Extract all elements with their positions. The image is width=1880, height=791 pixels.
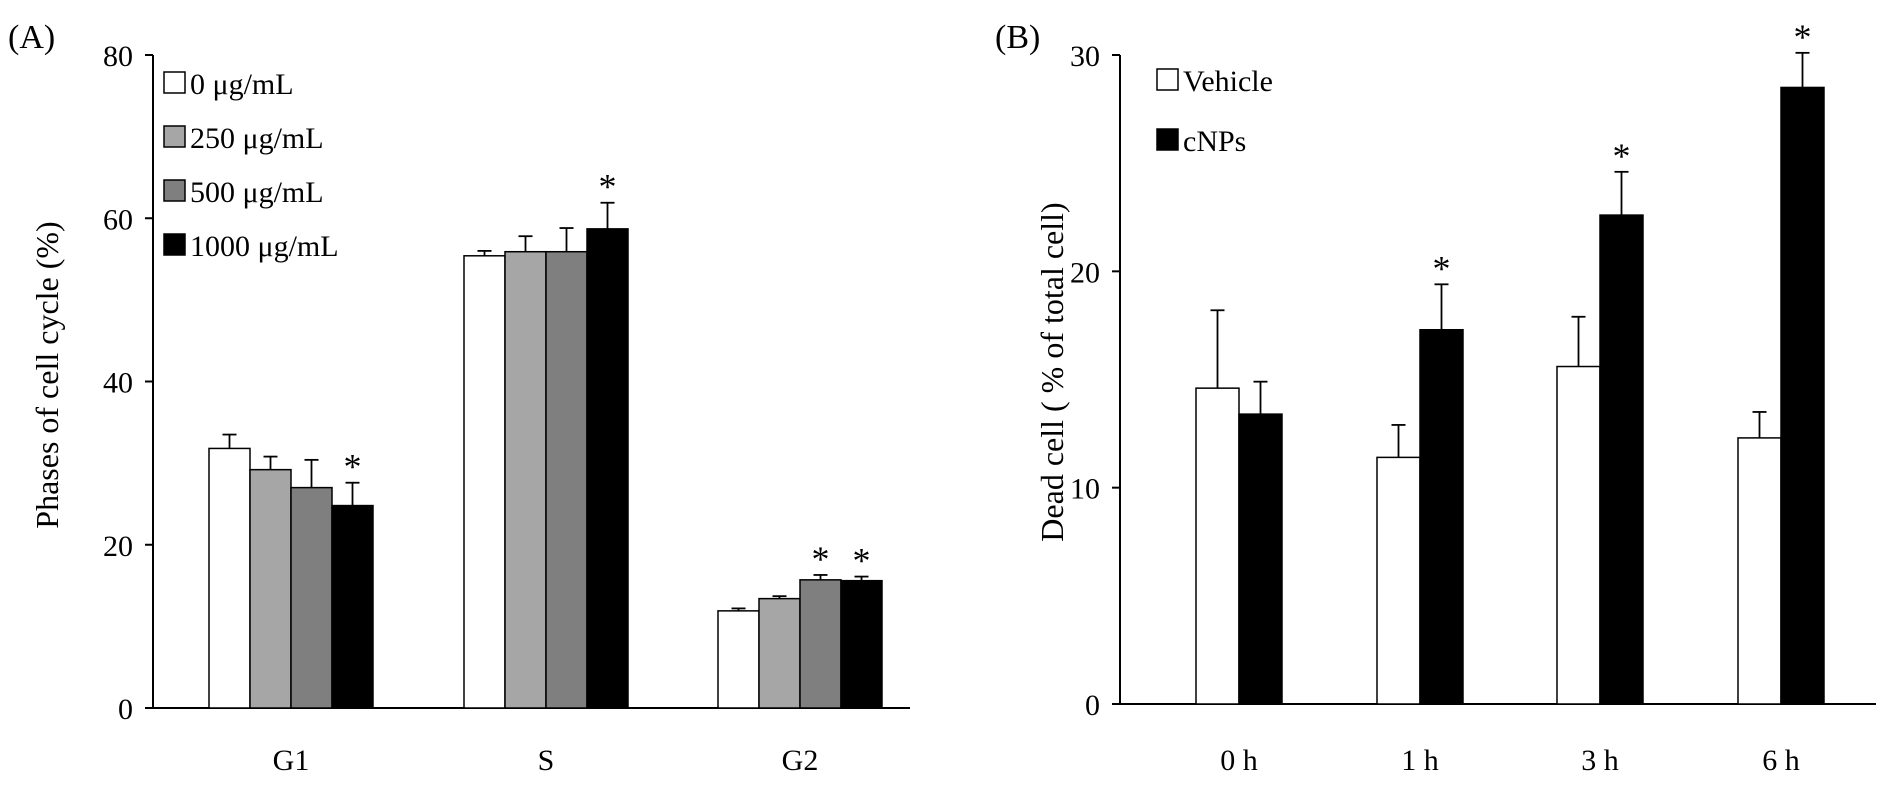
bar (1780, 86, 1825, 705)
legend-item: 0 μg/mL (163, 68, 294, 101)
panel-b-chart: (B) Dead cell ( % of total cell) 0 10 20 30… (995, 17, 1876, 777)
y-tick-label: 40 (103, 367, 133, 400)
legend-item: 250 μg/mL (163, 122, 324, 155)
bar (1238, 413, 1283, 705)
legend-item: cNPs (1156, 125, 1246, 158)
legend-swatch (1156, 68, 1179, 91)
significance-marker: * (1794, 17, 1812, 57)
bar (799, 579, 842, 709)
y-tick-label: 20 (1070, 256, 1100, 289)
bar (717, 610, 760, 709)
legend-item: 1000 μg/mL (163, 230, 339, 263)
legend-label: cNPs (1183, 125, 1246, 158)
bar (1556, 365, 1601, 705)
legend-swatch (163, 179, 186, 202)
bar (545, 250, 588, 709)
y-tick-label: 30 (1070, 40, 1100, 73)
significance-marker: * (1433, 248, 1451, 288)
legend-swatch (1156, 128, 1179, 151)
legend-swatch (163, 233, 186, 256)
legend-label: 1000 μg/mL (190, 230, 339, 263)
x-tick-label: G2 (782, 744, 819, 777)
y-tick-label: 60 (103, 203, 133, 236)
bar (208, 447, 251, 709)
legend-swatch (163, 71, 186, 94)
significance-marker: * (1613, 136, 1631, 176)
y-tick-label: 0 (1085, 689, 1100, 722)
panel-a-y-axis-title: Phases of cell cycle (%) (29, 221, 65, 528)
bar (586, 228, 629, 709)
significance-marker: * (344, 447, 362, 487)
y-tick-label: 10 (1070, 473, 1100, 506)
bar (331, 504, 374, 709)
significance-marker: * (599, 167, 617, 207)
legend-label: 250 μg/mL (190, 122, 324, 155)
panel-b-y-axis-title: Dead cell ( % of total cell) (1034, 202, 1070, 541)
bar (1376, 456, 1421, 705)
legend: Vehicle cNPs (1156, 65, 1273, 158)
x-tick-label: S (538, 744, 555, 777)
y-tick-label: 80 (103, 40, 133, 73)
significance-marker: * (812, 539, 830, 579)
bar (1419, 328, 1464, 705)
bar (758, 597, 801, 709)
bar (1599, 214, 1644, 705)
x-tick-label: G1 (273, 744, 310, 777)
panel-b-label: (B) (995, 19, 1040, 56)
legend-swatch (163, 125, 186, 148)
bar (290, 486, 333, 709)
bar (1737, 437, 1782, 705)
significance-marker: * (853, 541, 871, 581)
bar (1195, 387, 1240, 705)
bar (463, 255, 506, 709)
x-tick-label: 0 h (1220, 744, 1258, 777)
legend-label: 500 μg/mL (190, 176, 324, 209)
y-tick-label: 0 (118, 693, 133, 726)
legend-label: Vehicle (1183, 65, 1273, 98)
legend-label: 0 μg/mL (190, 68, 294, 101)
bar (249, 468, 292, 709)
x-tick-label: 1 h (1401, 744, 1439, 777)
legend-item: 500 μg/mL (163, 176, 324, 209)
legend: 0 μg/mL 250 μg/mL 500 μg/mL 1000 μg/mL (163, 68, 339, 263)
x-tick-label: 6 h (1762, 744, 1800, 777)
panel-a-chart: (A) Phases of cell cycle (%) 0 20 40 60 80 G1… (8, 19, 910, 777)
bar (840, 579, 883, 709)
panel-a-label: (A) (8, 19, 55, 56)
bar (504, 250, 547, 709)
x-tick-label: 3 h (1581, 744, 1619, 777)
y-tick-label: 20 (103, 530, 133, 563)
legend-item: Vehicle (1156, 65, 1273, 98)
